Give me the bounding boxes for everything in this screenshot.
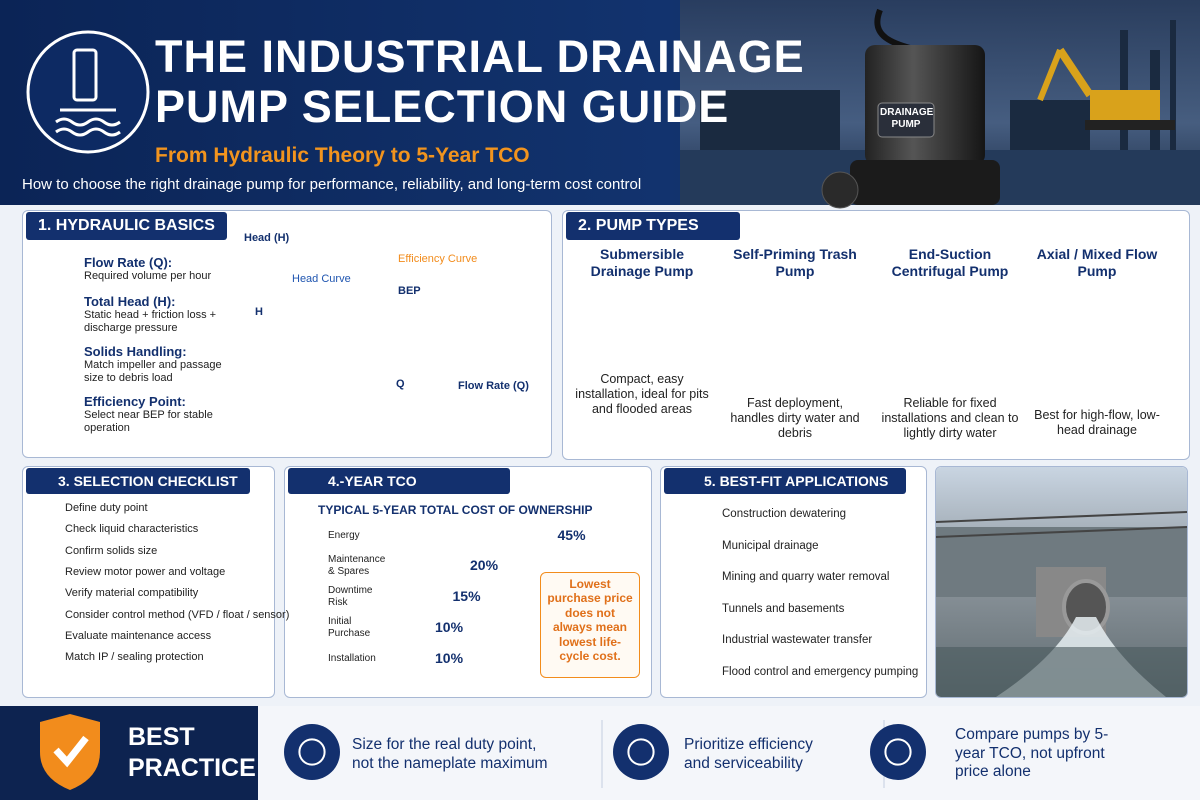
application-item: Construction dewatering [722, 508, 847, 520]
tco-value-label: 10% [435, 619, 464, 635]
checklist-item: Review motor power and voltage [65, 565, 226, 578]
title-line: THE INDUSTRIAL DRAINAGE [155, 31, 805, 82]
item-text: Required volume per hour [84, 270, 212, 282]
application-item: Tunnels and basements [722, 602, 845, 615]
curve-label: Head Curve [292, 273, 351, 285]
pump-description: Compact, easy installation, ideal for pi… [575, 372, 709, 416]
checklist-item: Confirm solids size [65, 544, 158, 557]
section-title: 4.-YEAR TCO [288, 468, 510, 494]
h-label: H [255, 306, 263, 318]
tco-value-label: 20% [470, 557, 499, 573]
axis-label: Flow Rate (Q) [458, 380, 529, 392]
pump-label: DRAINAGE PUMP [880, 107, 934, 130]
icon [284, 724, 340, 780]
tagline: How to choose the right drainage pump fo… [22, 176, 642, 193]
hydraulic-panel [22, 210, 552, 458]
section-title: 3. SELECTION CHECKLIST [26, 468, 250, 494]
checklist-item: Verify material compatibility [65, 587, 199, 600]
pump-description: Reliable for fixed installations and cle… [881, 396, 1019, 440]
application-item: Flood control and emergency pumping [722, 665, 919, 678]
icon [613, 724, 669, 780]
checklist-item: Evaluate maintenance access [65, 629, 212, 642]
axis-label: Head (H) [244, 232, 290, 244]
pump-name: Axial / Mixed Flow Pump [1036, 246, 1158, 279]
item-text: Match impeller and passage size to debri… [84, 359, 222, 385]
best-practice-item: Prioritize efficiency and serviceability [684, 736, 813, 772]
icon [870, 724, 926, 780]
item-label: Efficiency Point: [84, 394, 186, 409]
tco-category: Initial Purchase [328, 616, 371, 639]
logo-glyph [55, 48, 121, 137]
shield [40, 714, 100, 790]
title-line: PUMP SELECTION GUIDE [155, 81, 730, 132]
tco-value-label: 45% [557, 527, 586, 543]
q-label: Q [396, 378, 405, 390]
tco-category: Energy [328, 530, 360, 541]
curve-label: Efficiency Curve [398, 253, 478, 265]
section-title: 2. PUMP TYPES [566, 212, 740, 240]
subtitle: From Hydraulic Theory to 5-Year TCO [155, 144, 530, 167]
pump-name: Submersible Drainage Pump [590, 246, 694, 279]
icon-glyph [298, 738, 326, 766]
shield-check [53, 735, 89, 768]
best-practice-item: Compare pumps by 5-year TCO, not upfront… [955, 726, 1109, 781]
checklist-panel [22, 466, 275, 698]
tco-category: Maintenance & Spares [328, 554, 386, 577]
pump-name: End-Suction Centrifugal Pump [891, 246, 1009, 279]
pump-types-panel [562, 210, 1190, 460]
excavator [1037, 47, 1175, 130]
photo-panel [935, 466, 1188, 698]
pump-description: Fast deployment, handles dirty water and… [730, 396, 860, 440]
tco-category: Installation [328, 653, 376, 664]
item-text: Select near BEP for stable operation [84, 409, 213, 435]
item-label: Flow Rate (Q): [84, 255, 173, 270]
item-label: Solids Handling: [84, 344, 187, 359]
best-practice-title: BEST PRACTICE [128, 723, 256, 783]
pump-description: Best for high-flow, low-head drainage [1034, 408, 1160, 437]
checklist-item: Consider control method (VFD / float / s… [65, 608, 290, 621]
applications-panel [660, 466, 927, 698]
icon-glyph [627, 738, 655, 766]
application-item: Municipal drainage [722, 539, 819, 552]
header-pump [821, 8, 1000, 209]
application-item: Mining and quarry water removal [722, 571, 890, 583]
section-title: 1. HYDRAULIC BASICS [26, 212, 227, 240]
best-practice-item: Size for the real duty point, not the na… [352, 736, 548, 772]
warning-note: Lowest purchase price does not always me… [540, 572, 640, 678]
application-item: Industrial wastewater transfer [722, 634, 873, 646]
item-text: Static head + friction loss + discharge … [84, 309, 217, 335]
pump-name: Self-Priming Trash Pump [733, 246, 857, 279]
checklist-item: Match IP / sealing protection [65, 651, 204, 664]
tco-value-label: 15% [452, 588, 481, 604]
skyline [700, 20, 1176, 150]
bep-label: BEP [398, 285, 421, 297]
section-title: 5. BEST-FIT APPLICATIONS [664, 468, 906, 494]
checklist-item: Define duty point [65, 502, 148, 514]
checklist-item: Check liquid characteristics [65, 523, 199, 536]
icon-glyph [884, 738, 912, 766]
tco-subtitle: TYPICAL 5-YEAR TOTAL COST OF OWNERSHIP [318, 503, 593, 517]
tco-value-label: 10% [435, 650, 464, 666]
item-label: Total Head (H): [84, 294, 176, 309]
site-photo [936, 467, 1187, 697]
tco-category: Downtime Risk [328, 585, 373, 608]
